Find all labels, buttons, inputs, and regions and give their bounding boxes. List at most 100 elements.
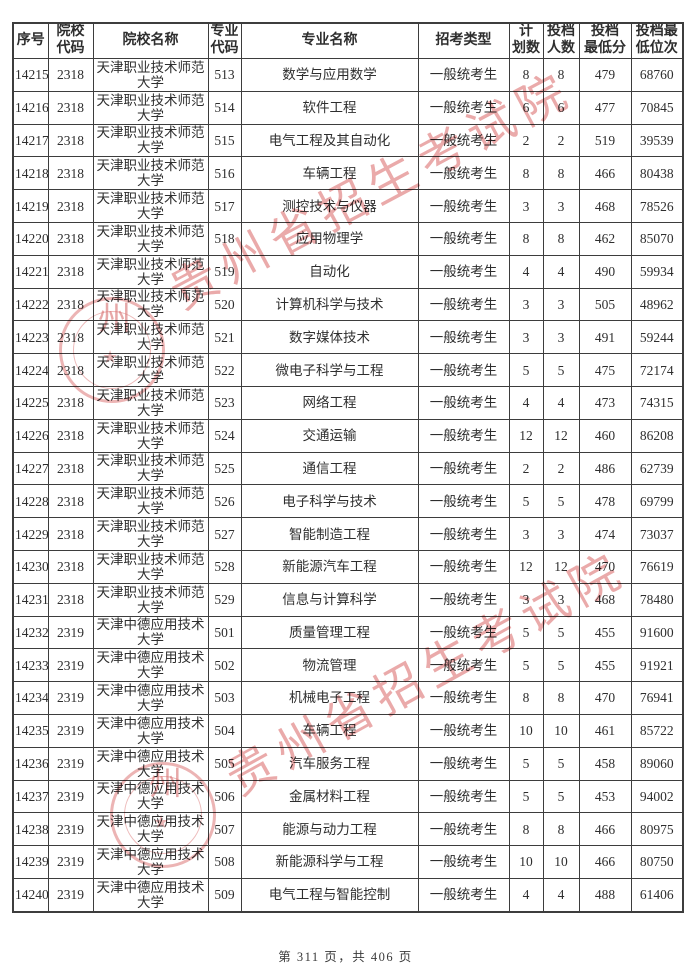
cell-exam-type: 一般统考生 xyxy=(417,221,510,256)
cell-min-rank: 69799 xyxy=(630,484,684,519)
cell-min-score: 468 xyxy=(578,582,632,617)
cell-seq: 14215 xyxy=(12,58,49,92)
cell-filed-count: 12 xyxy=(542,418,580,453)
cell-college-code: 2319 xyxy=(47,746,94,781)
cell-filed-count: 10 xyxy=(542,845,580,879)
table-row: 14217 2318 天津职业技术师范 大学 515 电气工程及其自动化 一般统考生 2 2 5… xyxy=(12,123,684,158)
table-body: 14215 2318 天津职业技术师范 大学 513 数学与应用数学 一般统考生 8 8 479… xyxy=(12,58,684,913)
cell-min-rank: 86208 xyxy=(630,418,684,453)
cell-seq: 14236 xyxy=(12,746,49,781)
cell-college-name: 天津职业技术师范 大学 xyxy=(92,549,209,584)
table-row: 14226 2318 天津职业技术师范 大学 524 交通运输 一般统考生 12 12 460 8… xyxy=(12,418,684,453)
cell-major-code: 529 xyxy=(207,582,242,617)
cell-min-rank: 68760 xyxy=(630,58,684,92)
cell-filed-count: 3 xyxy=(542,189,580,223)
cell-major-code: 514 xyxy=(207,90,242,125)
cell-exam-type: 一般统考生 xyxy=(417,90,510,125)
cell-college-name: 天津职业技术师范 大学 xyxy=(92,517,209,551)
col-header-plan-count: 计 划数 xyxy=(508,22,544,59)
cell-major-name: 新能源汽车工程 xyxy=(240,549,419,584)
cell-major-code: 516 xyxy=(207,156,242,191)
cell-major-name: 物流管理 xyxy=(240,648,419,683)
cell-min-rank: 59244 xyxy=(630,320,684,355)
cell-major-name: 软件工程 xyxy=(240,90,419,125)
cell-filed-count: 3 xyxy=(542,582,580,617)
cell-major-name: 能源与动力工程 xyxy=(240,812,419,847)
cell-major-code: 509 xyxy=(207,877,242,913)
cell-plan-count: 4 xyxy=(508,254,544,289)
cell-min-score: 458 xyxy=(578,746,632,781)
cell-exam-type: 一般统考生 xyxy=(417,254,510,289)
cell-plan-count: 2 xyxy=(508,123,544,158)
cell-plan-count: 5 xyxy=(508,779,544,814)
col-header-major-name: 专业名称 xyxy=(240,22,419,59)
table-row: 14239 2319 天津中德应用技术 大学 508 新能源科学与工程 一般统考生 10 10… xyxy=(12,845,684,879)
cell-major-name: 电气工程及其自动化 xyxy=(240,123,419,158)
cell-seq: 14235 xyxy=(12,713,49,748)
col-header-college-code: 院校 代码 xyxy=(47,22,94,59)
cell-plan-count: 12 xyxy=(508,549,544,584)
cell-min-score: 479 xyxy=(578,58,632,92)
cell-major-name: 自动化 xyxy=(240,254,419,289)
table-row: 14233 2319 天津中德应用技术 大学 502 物流管理 一般统考生 5 5 455 919… xyxy=(12,648,684,683)
cell-college-code: 2319 xyxy=(47,845,94,879)
cell-plan-count: 3 xyxy=(508,287,544,322)
cell-plan-count: 8 xyxy=(508,221,544,256)
cell-major-name: 电气工程与智能控制 xyxy=(240,877,419,913)
cell-college-name: 天津职业技术师范 大学 xyxy=(92,484,209,519)
cell-filed-count: 8 xyxy=(542,221,580,256)
cell-major-code: 502 xyxy=(207,648,242,683)
cell-major-code: 519 xyxy=(207,254,242,289)
cell-major-name: 数学与应用数学 xyxy=(240,58,419,92)
cell-major-name: 应用物理学 xyxy=(240,221,419,256)
cell-exam-type: 一般统考生 xyxy=(417,845,510,879)
cell-college-code: 2318 xyxy=(47,484,94,519)
cell-seq: 14228 xyxy=(12,484,49,519)
cell-major-name: 车辆工程 xyxy=(240,156,419,191)
table-row: 14216 2318 天津职业技术师范 大学 514 软件工程 一般统考生 6 6 477 708… xyxy=(12,90,684,125)
cell-filed-count: 4 xyxy=(542,877,580,913)
cell-plan-count: 10 xyxy=(508,713,544,748)
cell-college-code: 2318 xyxy=(47,549,94,584)
table-row: 14225 2318 天津职业技术师范 大学 523 网络工程 一般统考生 4 4 473 743… xyxy=(12,385,684,420)
cell-min-rank: 74315 xyxy=(630,385,684,420)
cell-exam-type: 一般统考生 xyxy=(417,123,510,158)
cell-filed-count: 3 xyxy=(542,287,580,322)
cell-exam-type: 一般统考生 xyxy=(417,484,510,519)
cell-college-name: 天津职业技术师范 大学 xyxy=(92,418,209,453)
cell-seq: 14240 xyxy=(12,877,49,913)
cell-min-score: 490 xyxy=(578,254,632,289)
cell-college-name: 天津中德应用技术 大学 xyxy=(92,648,209,683)
cell-exam-type: 一般统考生 xyxy=(417,189,510,223)
cell-major-code: 518 xyxy=(207,221,242,256)
table-row: 14238 2319 天津中德应用技术 大学 507 能源与动力工程 一般统考生 8 8 466… xyxy=(12,812,684,847)
cell-major-name: 机械电子工程 xyxy=(240,681,419,715)
cell-min-rank: 89060 xyxy=(630,746,684,781)
cell-min-rank: 80438 xyxy=(630,156,684,191)
cell-plan-count: 4 xyxy=(508,385,544,420)
cell-seq: 14220 xyxy=(12,221,49,256)
cell-major-name: 新能源科学与工程 xyxy=(240,845,419,879)
cell-seq: 14229 xyxy=(12,517,49,551)
cell-min-score: 462 xyxy=(578,221,632,256)
cell-major-code: 504 xyxy=(207,713,242,748)
cell-plan-count: 3 xyxy=(508,189,544,223)
cell-major-name: 质量管理工程 xyxy=(240,615,419,650)
cell-min-rank: 94002 xyxy=(630,779,684,814)
cell-min-rank: 39539 xyxy=(630,123,684,158)
cell-college-code: 2318 xyxy=(47,385,94,420)
table-row: 14218 2318 天津职业技术师范 大学 516 车辆工程 一般统考生 8 8 466 804… xyxy=(12,156,684,191)
cell-filed-count: 8 xyxy=(542,812,580,847)
cell-seq: 14225 xyxy=(12,385,49,420)
cell-college-code: 2319 xyxy=(47,812,94,847)
col-header-filed-count: 投档 人数 xyxy=(542,22,580,59)
cell-min-score: 470 xyxy=(578,681,632,715)
cell-exam-type: 一般统考生 xyxy=(417,549,510,584)
cell-filed-count: 12 xyxy=(542,549,580,584)
cell-major-name: 计算机科学与技术 xyxy=(240,287,419,322)
cell-college-name: 天津中德应用技术 大学 xyxy=(92,877,209,913)
table-row: 14232 2319 天津中德应用技术 大学 501 质量管理工程 一般统考生 5 5 455 9… xyxy=(12,615,684,650)
cell-major-name: 通信工程 xyxy=(240,451,419,486)
col-header-exam-type: 招考类型 xyxy=(417,22,510,59)
